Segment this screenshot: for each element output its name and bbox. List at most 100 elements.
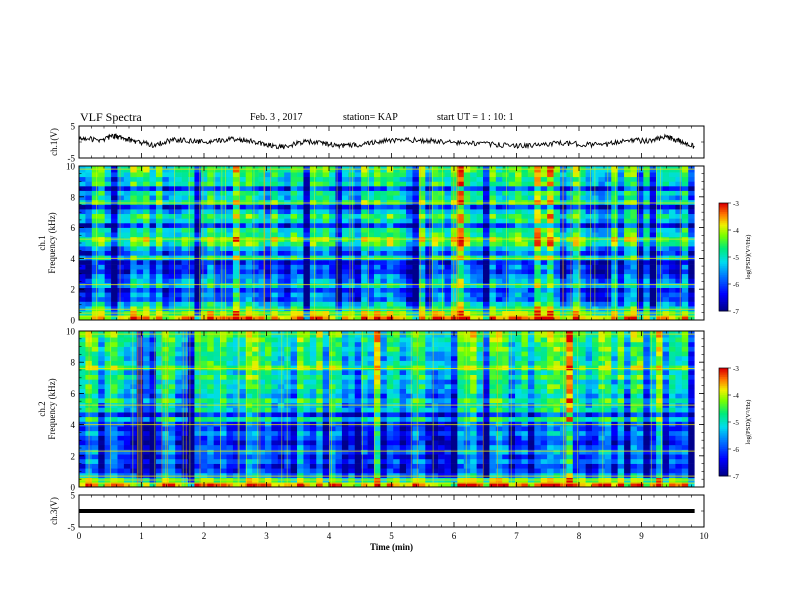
ch2-spec-cell <box>495 430 503 436</box>
ch2-spec-cell <box>572 430 580 436</box>
ch1-spec-cell <box>502 250 509 256</box>
ch1-spec-cell <box>136 255 144 261</box>
ch1-spec-cell <box>636 246 644 251</box>
ch2-spec-cell <box>470 454 477 460</box>
ch1-spec-cell <box>656 306 663 312</box>
ch1-spec-cell <box>297 246 304 251</box>
ch1-spec-cell <box>143 232 150 238</box>
ch1-spec-cell <box>123 250 131 256</box>
ch1-spec-cell <box>585 292 593 298</box>
ch1-spec-cell <box>226 292 234 298</box>
ch2-spec-cell <box>438 421 445 427</box>
ch1-spec-cell <box>406 218 413 224</box>
ch1-spec-cell <box>271 278 279 284</box>
ch1-spec-cell <box>444 292 452 298</box>
ch1-spec-cell <box>579 218 586 224</box>
ch2-spec-cell <box>553 435 561 441</box>
ch2-spec-cell <box>181 426 189 432</box>
ch1-spec-cell <box>470 213 477 219</box>
ch2-spec-cell <box>502 482 509 488</box>
ch2-spec-cell <box>98 440 105 446</box>
ch1-spec-cell <box>264 199 272 205</box>
ch2-spec-cell <box>130 435 138 441</box>
ch1-spec-cell <box>130 306 138 312</box>
ch1-spec-cell <box>155 204 163 210</box>
ch1-spec-cell <box>489 227 497 233</box>
ch1-spec-cell <box>572 283 580 288</box>
ch2-spec-cell <box>489 449 497 455</box>
ch2-spec-cell <box>592 421 599 427</box>
ch1-spec-cell <box>367 296 375 302</box>
ch1-spec-cell <box>399 186 407 191</box>
ch1-spec-cell <box>592 273 599 279</box>
ch1-spec-cell <box>264 181 272 187</box>
ch1-spec-cell <box>508 269 516 275</box>
ch1-spec-cell <box>200 273 208 279</box>
ch1-spec-cell <box>149 283 157 288</box>
ch2-spec-cell <box>98 449 105 455</box>
ch2-spec-cell <box>393 458 400 464</box>
ch2-spec-cell <box>579 468 586 474</box>
ch1-spec-cell <box>117 250 125 256</box>
ch1-spec-cell <box>335 241 343 247</box>
ch1-spec-cell <box>566 283 574 288</box>
ch2-spec-cell <box>463 449 471 455</box>
ch1-spec-cell <box>406 195 413 201</box>
ch1-spec-cell <box>425 241 432 247</box>
ch2-spec-cell <box>624 426 631 432</box>
ch1-spec-cell <box>297 273 304 279</box>
ch1-spec-cell <box>200 222 208 228</box>
ch1-spec-cell <box>213 232 221 238</box>
ch2-spec-cell <box>399 435 407 441</box>
ch1-spec-cell <box>418 204 426 210</box>
ch2-spec-cell <box>322 472 330 478</box>
ch1-spec-cell <box>149 255 157 261</box>
ch1-spec-cell <box>483 232 490 238</box>
ch2-spec-cell <box>553 444 561 450</box>
ch1-spec-cell <box>200 292 208 298</box>
ch2-spec-cell <box>207 398 214 404</box>
ch1-spec-cell <box>341 259 349 265</box>
ch2-spec-cell <box>303 426 311 432</box>
ch1-spec-cell <box>630 209 638 215</box>
ch1-spec-cell <box>111 250 118 256</box>
ch1-spec-cell <box>418 227 426 233</box>
ch1-spec-cell <box>200 176 208 182</box>
ch2-spec-cell <box>143 398 150 404</box>
ch1-spec-cell <box>463 255 471 261</box>
ch1-spec-cell <box>277 181 285 187</box>
ch2-spec-cell <box>636 407 644 413</box>
ch1-spec-cell <box>681 199 689 205</box>
ch1-spec-cell <box>624 296 631 302</box>
ch1-spec-cell <box>348 269 356 275</box>
ch1-spec-cell <box>643 181 651 187</box>
ch1-spec-cell <box>521 222 529 228</box>
ch1-spec-cell <box>630 181 638 187</box>
ch2-spec-cell <box>643 435 651 441</box>
ch1-spec-cell <box>502 195 509 201</box>
ch2-spec-cell <box>547 440 554 446</box>
ch1-spec-cell <box>149 209 157 215</box>
ch1-spec-cell <box>348 246 356 251</box>
ch1-spec-cell <box>111 246 118 251</box>
ch1-spec-cell <box>688 250 695 256</box>
ch2-spec-cell <box>592 449 599 455</box>
ch2-spec-cell <box>258 398 266 404</box>
ch1-spec-cell <box>572 259 580 265</box>
ch1-spec-cell <box>630 301 638 307</box>
ch2-spec-cell <box>329 398 336 404</box>
ch2-spec-cell <box>579 426 586 432</box>
ch1-spec-cell <box>624 190 631 196</box>
ch2-spec-cell <box>239 449 247 455</box>
ch1-spec-cell <box>175 181 182 187</box>
ch2-spec-cell <box>668 463 676 469</box>
ch1-spec-cell <box>284 190 291 196</box>
ch2-spec-cell <box>335 435 343 441</box>
ch1-spec-cell <box>662 199 670 205</box>
ch2-spec-cell <box>79 444 86 450</box>
ch1-spec-cell <box>649 255 657 261</box>
ch2-spec-cell <box>457 482 465 488</box>
ch2-spec-cell <box>220 407 227 413</box>
ch2-spec-cell <box>220 421 227 427</box>
ch1-spec-cell <box>322 301 330 307</box>
